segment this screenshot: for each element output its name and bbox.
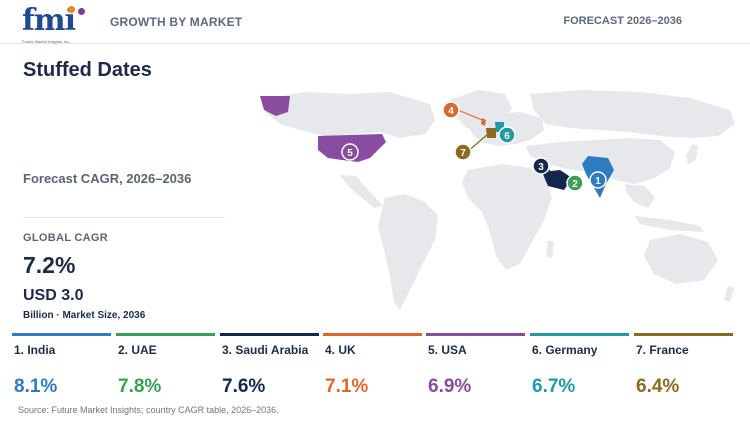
card-bar	[530, 333, 629, 336]
logo-tagline: Future Market Insights, Inc.	[22, 39, 71, 44]
card-bar	[323, 333, 422, 336]
country-card-india: 1. India 8.1%	[12, 333, 111, 403]
logo-dot-icon	[68, 6, 75, 13]
forecast-label: FORECAST 2026–2036	[563, 15, 682, 27]
fmi-logo: fmi Future Market Insights, Inc.	[22, 3, 92, 44]
global-cagr-label: GLOBAL CAGR	[23, 232, 108, 244]
logo-letters: fmi	[22, 3, 76, 38]
market-size-note: Billion · Market Size, 2036	[23, 310, 146, 321]
country-cagr: 6.4%	[636, 376, 680, 397]
marker-usa-rank: 5	[347, 148, 353, 159]
marker-saudi-arabia: 3	[532, 157, 550, 175]
marker-saudi-rank: 3	[538, 162, 544, 173]
saudi-arabia-region	[542, 170, 572, 190]
page-subtitle: Forecast CAGR, 2026–2036	[23, 171, 192, 186]
country-cagr: 7.8%	[118, 376, 162, 397]
marker-germany-rank: 6	[504, 131, 510, 142]
card-bar	[12, 333, 111, 336]
country-name: 2. UAE	[118, 343, 157, 357]
card-bar	[634, 333, 733, 336]
card-bar	[116, 333, 215, 336]
source-note: Source: Future Market Insights; country …	[18, 405, 279, 415]
country-name: 6. Germany	[532, 343, 598, 357]
marker-india-rank: 1	[595, 176, 601, 187]
country-card-saudi-arabia: 3. Saudi Arabia 7.6%	[220, 333, 319, 403]
country-card-usa: 5. USA 6.9%	[426, 333, 525, 403]
world-land	[265, 90, 735, 310]
global-cagr-value: 7.2%	[23, 252, 76, 278]
country-cagr: 6.7%	[532, 376, 576, 397]
world-map: 5 4 6 7 3 2 1	[260, 90, 735, 310]
country-card-france: 7. France 6.4%	[634, 333, 733, 403]
country-name: 1. India	[14, 343, 56, 357]
country-name: 7. France	[636, 343, 689, 357]
country-name: 3. Saudi Arabia	[222, 343, 309, 357]
france-region	[486, 128, 496, 138]
card-bar	[426, 333, 525, 336]
country-card-uae: 2. UAE 7.8%	[116, 333, 215, 403]
marker-uae: 2	[566, 174, 584, 192]
header-bar: fmi Future Market Insights, Inc. GROWTH …	[0, 0, 750, 44]
country-cagr: 7.6%	[222, 376, 266, 397]
section-label: GROWTH BY MARKET	[110, 15, 243, 29]
marker-france-rank: 7	[460, 148, 466, 159]
marker-usa: 5	[341, 143, 359, 161]
marker-germany: 6	[498, 126, 516, 144]
uk-region	[481, 118, 486, 126]
country-cagr: 8.1%	[14, 376, 58, 397]
country-card-uk: 4. UK 7.1%	[323, 333, 422, 403]
country-name: 5. USA	[428, 343, 467, 357]
page-title: Stuffed Dates	[23, 59, 152, 81]
logo-dot-icon	[78, 8, 85, 15]
divider	[23, 217, 225, 218]
alaska-region	[260, 96, 290, 116]
marker-uk-rank: 4	[448, 106, 454, 117]
marker-uae-rank: 2	[572, 179, 578, 190]
uk-leader-line	[457, 109, 483, 121]
country-card-germany: 6. Germany 6.7%	[530, 333, 629, 403]
marker-india: 1	[589, 171, 607, 189]
country-name: 4. UK	[325, 343, 356, 357]
country-cagr: 7.1%	[325, 376, 369, 397]
market-size-value: USD 3.0	[23, 287, 84, 304]
marker-france: 7	[454, 143, 472, 161]
marker-uk: 4	[442, 101, 460, 119]
card-bar	[220, 333, 319, 336]
country-cagr: 6.9%	[428, 376, 472, 397]
country-cards: 1. India 8.1% 2. UAE 7.8% 3. Saudi Arabi…	[12, 333, 750, 403]
